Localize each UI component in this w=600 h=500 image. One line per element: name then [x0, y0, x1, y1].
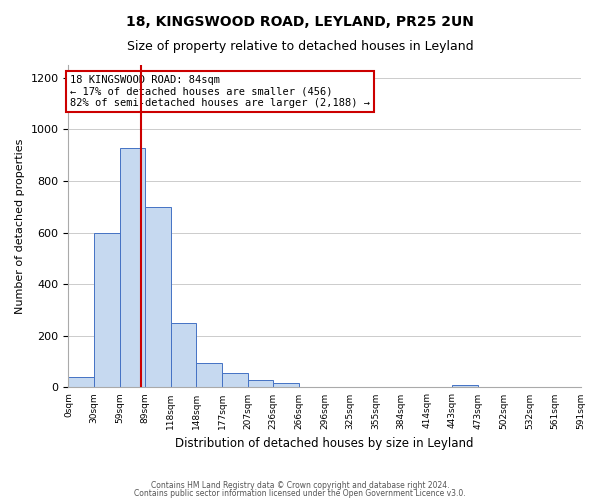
Bar [68, 377, 94, 388]
Bar [248, 380, 273, 388]
Text: 18, KINGSWOOD ROAD, LEYLAND, PR25 2UN: 18, KINGSWOOD ROAD, LEYLAND, PR25 2UN [126, 15, 474, 29]
Bar [273, 383, 299, 388]
Y-axis label: Number of detached properties: Number of detached properties [15, 138, 25, 314]
Text: Contains HM Land Registry data © Crown copyright and database right 2024.: Contains HM Land Registry data © Crown c… [151, 481, 449, 490]
Text: 18 KINGSWOOD ROAD: 84sqm
← 17% of detached houses are smaller (456)
82% of semi-: 18 KINGSWOOD ROAD: 84sqm ← 17% of detach… [70, 74, 370, 108]
Text: Size of property relative to detached houses in Leyland: Size of property relative to detached ho… [127, 40, 473, 53]
X-axis label: Distribution of detached houses by size in Leyland: Distribution of detached houses by size … [175, 437, 474, 450]
Bar [171, 324, 196, 388]
Bar [94, 232, 119, 388]
Bar [452, 385, 478, 388]
Text: Contains public sector information licensed under the Open Government Licence v3: Contains public sector information licen… [134, 488, 466, 498]
Bar [145, 207, 171, 388]
Bar [222, 373, 248, 388]
Bar [196, 363, 222, 388]
Bar [119, 148, 145, 388]
